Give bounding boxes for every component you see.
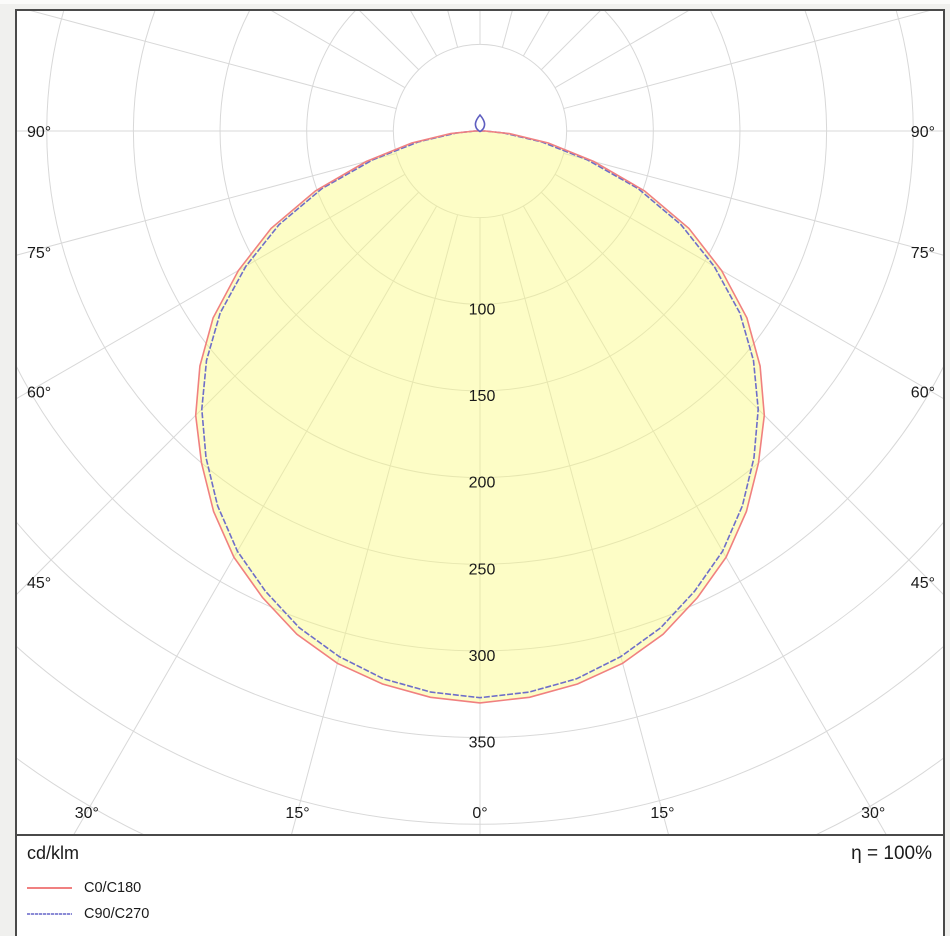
radial-tick-label: 150: [469, 388, 496, 405]
diagram-panel: 100 150 200 250 300 350 90° 90° 75° 75° 60° 60° 45° 4…: [15, 9, 945, 936]
ray-gridline: [522, 205, 887, 834]
ray-gridline: [17, 173, 406, 399]
legend: C0/C180 C90/C270: [27, 875, 943, 927]
ray-gridline: [540, 191, 943, 595]
angle-label-right: 60°: [911, 384, 935, 401]
angle-label-bottom: 30°: [861, 805, 885, 822]
window-top-strip: [0, 0, 950, 4]
ray-gridline: [291, 214, 459, 834]
angle-label-right: 75°: [911, 245, 935, 262]
legend-swatch-c90-line: [27, 913, 72, 915]
diagram-footer: cd/klm η = 100% C0/C180 C90/C270: [17, 836, 943, 936]
polar-plot-area: 100 150 200 250 300 350 90° 90° 75° 75° 60° 60° 45° 4…: [17, 11, 943, 836]
legend-label-c0: C0/C180: [84, 880, 142, 896]
angle-label-right: 45°: [911, 575, 935, 592]
ray-gridline: [447, 11, 459, 48]
curve-c90-c270: [200, 130, 760, 699]
ray-gridline: [30, 11, 397, 110]
legend-item-c0: C0/C180: [27, 875, 943, 901]
photometric-center-marker: [474, 113, 486, 133]
efficiency-label: η = 100%: [851, 843, 932, 864]
ray-gridline: [554, 173, 943, 399]
legend-swatch-c0-line: [27, 887, 72, 889]
ray-gridline: [73, 205, 438, 834]
ray-gridline: [522, 11, 550, 57]
legend-label-c90: C90/C270: [84, 906, 150, 922]
radial-tick-label: 250: [469, 561, 496, 578]
ray-gridline: [17, 152, 397, 256]
ray-gridline: [563, 152, 943, 256]
ray-gridline: [501, 214, 669, 834]
meta-row: cd/klm η = 100%: [17, 836, 943, 865]
radial-tick-label: 350: [469, 735, 496, 752]
ray-gridline: [410, 11, 438, 57]
ray-gridline: [271, 11, 406, 89]
ray-gridline: [17, 191, 420, 595]
curve-c0-c180: [194, 130, 766, 704]
ray-gridline: [554, 11, 689, 89]
angle-label-left: 90°: [27, 124, 51, 141]
ray-gridline: [501, 11, 513, 48]
radial-tick-label: 200: [469, 475, 496, 492]
ray-gridline: [563, 11, 930, 110]
intensity-fill: [195, 131, 765, 703]
legend-item-c90: C90/C270: [27, 901, 943, 927]
radial-tick-label: 100: [469, 301, 496, 318]
polar-photometric-diagram: 100 150 200 250 300 350 90° 90° 75° 75° 60° 60° 45° 4…: [17, 11, 943, 834]
angle-label-left: 75°: [27, 245, 51, 262]
angle-label-left: 45°: [27, 575, 51, 592]
angle-label-bottom: 15°: [650, 805, 674, 822]
unit-label: cd/klm: [27, 843, 80, 863]
angle-label-bottom: 0°: [472, 805, 487, 822]
angle-label-right: 90°: [911, 124, 935, 141]
angle-label-bottom: 30°: [75, 805, 99, 822]
radial-tick-label: 300: [469, 648, 496, 665]
angle-label-left: 60°: [27, 384, 51, 401]
angle-label-bottom: 15°: [285, 805, 309, 822]
